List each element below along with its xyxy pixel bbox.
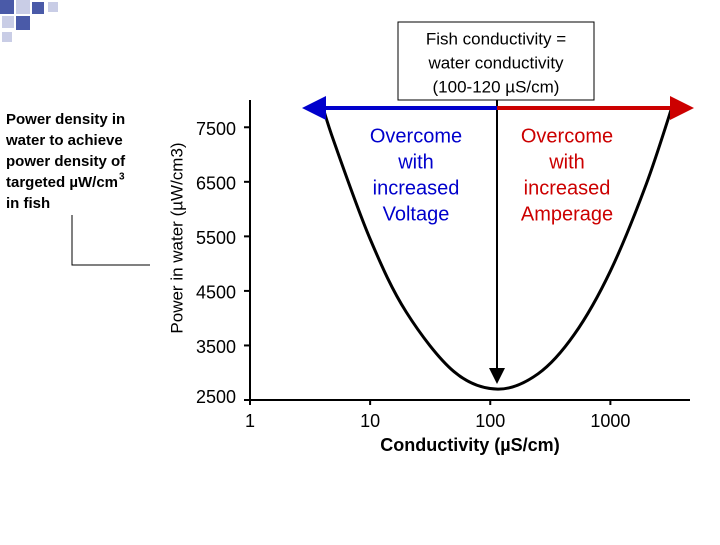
voltage-note: Overcome	[370, 125, 462, 147]
callout-text: (100-120 µS/cm)	[433, 77, 560, 96]
y-tick-label: 6500	[196, 174, 236, 194]
corner-decoration	[0, 0, 58, 42]
y-axis-label: Power in water (µW/cm3)	[167, 142, 186, 333]
note-text: targeted µW/cm	[6, 174, 118, 191]
x-tick-label: 100	[475, 411, 505, 431]
y-tick-label: 3500	[196, 337, 236, 357]
y-tick-label: 5500	[196, 228, 236, 248]
curve	[319, 99, 676, 391]
voltage-note: Voltage	[383, 203, 450, 225]
amperage-note: with	[548, 151, 585, 173]
voltage-note: increased	[373, 177, 460, 199]
callout-box	[397, 21, 595, 101]
x-axis-label: Conductivity (µS/cm)	[380, 435, 559, 455]
x-tick-label: 10	[360, 411, 380, 431]
y-tick-label: 2500	[196, 387, 236, 407]
amperage-note: Overcome	[521, 125, 613, 147]
callout-text: water conductivity	[427, 53, 564, 72]
note-text: water to achieve	[5, 132, 123, 149]
note-text: Power density in	[6, 111, 125, 128]
amperage-note: increased	[524, 177, 611, 199]
note-text: in fish	[6, 195, 50, 212]
amperage-note: Amperage	[521, 203, 613, 225]
note-superscript: 3	[119, 172, 125, 183]
x-tick-label: 1	[245, 411, 255, 431]
callout-text: Fish conductivity =	[426, 29, 566, 48]
note-text: power density of	[6, 153, 126, 170]
y-tick-label: 7500	[196, 119, 236, 139]
note-bracket	[71, 215, 150, 266]
y-tick-label: 4500	[196, 283, 236, 303]
x-tick-label: 1000	[590, 411, 630, 431]
voltage-note: with	[397, 151, 434, 173]
